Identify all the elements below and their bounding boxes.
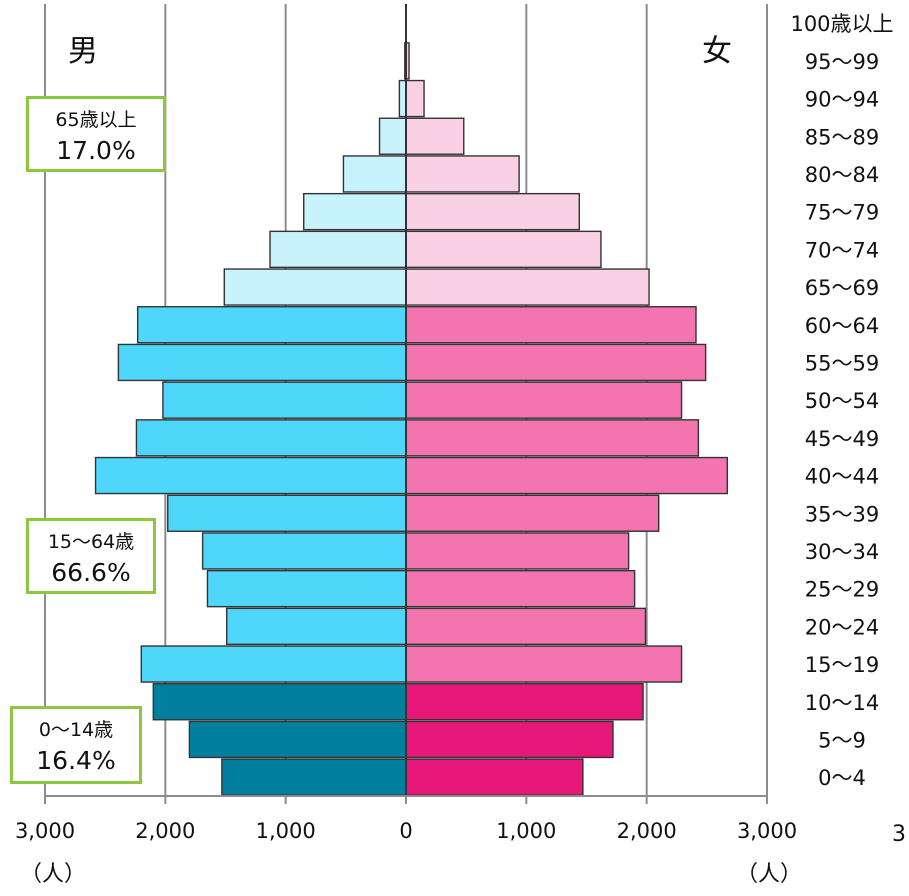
elderly-ratio-label: 65歳以上: [55, 109, 137, 131]
male-bar-2: [152, 683, 407, 721]
young-ratio-value: 16.4%: [36, 746, 116, 775]
male-bar-3: [140, 645, 407, 683]
female-bar-11: [405, 343, 707, 382]
age-label: 30～34: [805, 540, 879, 564]
female-bar-2: [405, 683, 644, 721]
unit-label-right: （人）: [736, 862, 803, 887]
female-bar-18: [405, 79, 425, 118]
x-tick-label: 0: [399, 819, 412, 843]
working-ratio-value: 66.6%: [51, 558, 131, 587]
female-bar-0: [405, 758, 584, 796]
age-label: 10～14: [805, 691, 879, 715]
age-label: 75～79: [805, 201, 879, 225]
age-label: 55～59: [805, 351, 879, 375]
male-bar-15: [303, 192, 407, 231]
male-bar-10: [162, 381, 407, 419]
male-bar-0: [221, 758, 407, 796]
male-bar-8: [94, 456, 407, 495]
x-tick-label: 2,000: [135, 819, 195, 843]
age-label: 50～54: [805, 389, 879, 413]
male-bar-11: [117, 343, 407, 382]
male-bar-12: [136, 306, 407, 344]
male-bar-14: [269, 230, 407, 269]
age-label: 60～64: [805, 314, 879, 338]
age-label: 90～94: [805, 88, 879, 112]
age-labels: 0～4 5～9 10～14 15～19 20～24 25～29 30～34 35～39 40～4…: [790, 12, 893, 790]
age-label: 15～19: [805, 653, 879, 677]
male-bar-6: [201, 532, 407, 570]
x-axis: 3,000 2,000 1,000 0 1,000 2,000 3,000: [15, 795, 797, 843]
female-label: 女: [702, 34, 732, 69]
age-label: 20～24: [805, 615, 879, 639]
age-label: 0～4: [818, 766, 866, 790]
x-tick-label: 3,000: [15, 819, 75, 843]
female-bar-4: [405, 607, 647, 646]
female-bar-16: [405, 155, 520, 193]
female-bar-7: [405, 494, 660, 532]
female-bar-12: [405, 306, 697, 344]
female-bar-13: [405, 268, 650, 306]
young-ratio-label: 0～14歳: [38, 719, 114, 741]
x-tick-label: 1,000: [256, 819, 316, 843]
male-bar-9: [135, 419, 407, 457]
page-number: 3: [892, 822, 906, 847]
x-tick-label: 2,000: [617, 819, 677, 843]
elderly-ratio-box: 65歳以上 17.0%: [26, 96, 166, 172]
age-label: 35～39: [805, 502, 879, 526]
female-bar-15: [405, 192, 580, 231]
age-label: 25～29: [805, 578, 879, 602]
age-label: 40～44: [805, 465, 879, 489]
x-tick-label: 3,000: [737, 819, 797, 843]
female-bar-9: [405, 419, 700, 457]
x-tick-label: 1,000: [496, 819, 556, 843]
female-bar-3: [405, 645, 683, 683]
age-label: 5～9: [818, 728, 866, 752]
age-label: 70～74: [805, 238, 879, 262]
age-label: 80～84: [805, 163, 879, 187]
unit-label-left: （人）: [20, 862, 87, 887]
female-bar-1: [405, 720, 614, 759]
male-bar-13: [223, 268, 407, 306]
female-bar-8: [405, 456, 728, 495]
male-bar-16: [342, 155, 407, 193]
female-bar-10: [405, 381, 683, 419]
working-ratio-box: 15～64歳 66.6%: [26, 518, 156, 594]
age-label: 85～89: [805, 125, 879, 149]
female-bar-14: [405, 230, 602, 269]
male-bar-7: [167, 494, 407, 532]
age-label: 100歳以上: [790, 12, 893, 36]
female-bar-6: [405, 532, 630, 570]
age-label: 95～99: [805, 50, 879, 74]
age-label: 45～49: [805, 427, 879, 451]
male-bar-5: [206, 569, 407, 608]
age-label: 65～69: [805, 276, 879, 300]
male-label: 男: [68, 34, 98, 69]
working-ratio-label: 15～64歳: [47, 531, 135, 553]
female-bar-17: [405, 117, 465, 155]
young-ratio-box: 0～14歳 16.4%: [10, 706, 142, 784]
elderly-ratio-value: 17.0%: [56, 136, 136, 165]
bars: [94, 4, 728, 796]
male-bar-17: [378, 117, 407, 155]
female-bar-5: [405, 569, 636, 608]
male-bar-1: [188, 720, 407, 759]
male-bar-4: [226, 607, 407, 646]
